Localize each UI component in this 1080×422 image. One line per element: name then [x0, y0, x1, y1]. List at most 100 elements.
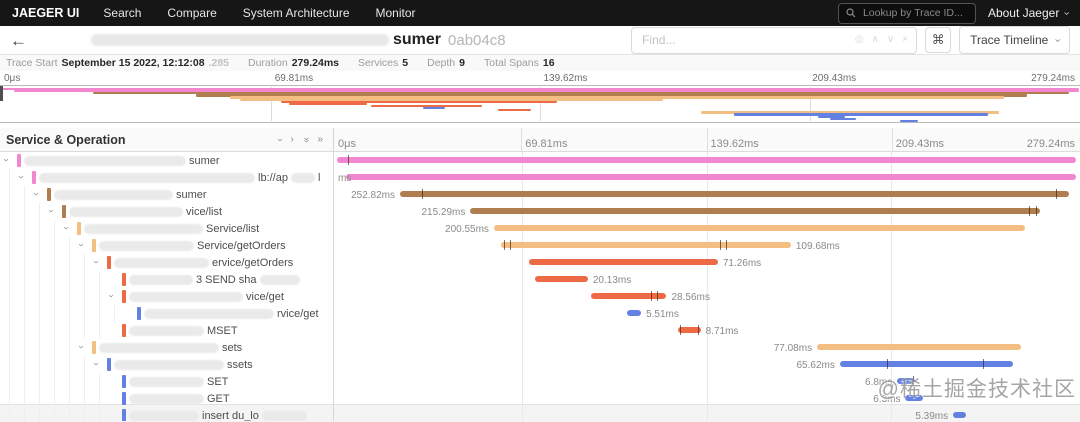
- timeline-row-ssets[interactable]: 65.62ms: [337, 356, 1076, 373]
- trace-lookup-input[interactable]: [860, 6, 968, 20]
- span-bar[interactable]: [399, 191, 1069, 197]
- find-next-icon[interactable]: ∨: [886, 34, 895, 45]
- timeline-row-service-list[interactable]: 200.55ms: [337, 220, 1076, 237]
- nav-item-compare[interactable]: Compare: [167, 6, 217, 20]
- span-bar[interactable]: [590, 293, 667, 299]
- indent-guide: [84, 305, 85, 322]
- timeline-row-insert-du-lo[interactable]: 5.39ms: [337, 407, 1076, 421]
- indent-guide: [9, 390, 10, 407]
- trace-view-dropdown[interactable]: Trace Timeline ›: [959, 26, 1070, 54]
- chevron-down-icon[interactable]: ›: [60, 226, 72, 230]
- tree-row-ssets[interactable]: › ssets: [0, 356, 333, 373]
- find-box[interactable]: ◎ ∧ ∨ ×: [631, 26, 918, 54]
- timeline-row-sets[interactable]: 77.08ms: [337, 339, 1076, 356]
- tree-row-rvice-get[interactable]: rvice/get: [0, 305, 333, 322]
- timeline-row-set[interactable]: 6.8ms: [337, 373, 1076, 390]
- span-bar[interactable]: [534, 276, 588, 282]
- back-button[interactable]: ←: [10, 30, 27, 50]
- tree-row-get[interactable]: GET: [0, 390, 333, 407]
- tree-row-vice-get[interactable]: › vice/get: [0, 288, 333, 305]
- timeline-row-get[interactable]: 6.3ms: [337, 390, 1076, 407]
- span-bar[interactable]: [839, 361, 1014, 367]
- find-input[interactable]: [640, 32, 847, 48]
- tree-row-set[interactable]: SET: [0, 373, 333, 390]
- tree-row-insert-du-lo[interactable]: insert du_lo: [0, 407, 333, 421]
- redacted-text: [129, 291, 243, 302]
- timeline-row-sumer[interactable]: 252.82ms: [337, 186, 1076, 203]
- collapse-all-icon[interactable]: »: [300, 136, 312, 143]
- tree-row-ervice-getorders[interactable]: › ervice/getOrders: [0, 254, 333, 271]
- nav-item-search[interactable]: Search: [103, 6, 142, 20]
- chevron-down-icon[interactable]: ›: [75, 345, 87, 349]
- span-bar[interactable]: [626, 310, 642, 316]
- timeline-row-3-send-sha[interactable]: 20.13ms: [337, 271, 1076, 288]
- chevron-down-icon[interactable]: ›: [90, 260, 102, 264]
- span-bar[interactable]: [500, 242, 791, 248]
- minimap-ruler: 0μs 69.81ms 139.62ms 209.43ms 279.24ms: [0, 71, 1080, 85]
- span-name: SET: [129, 373, 231, 390]
- tree-row-sets[interactable]: › sets: [0, 339, 333, 356]
- keyboard-shortcuts-button[interactable]: ⌘: [925, 27, 952, 53]
- minimap-drag-handle[interactable]: [0, 86, 3, 101]
- indent-guide: [9, 288, 10, 305]
- collapse-one-icon[interactable]: ›: [274, 137, 286, 142]
- timeline-row-lb-ap-l[interactable]: ms: [337, 169, 1076, 186]
- app-brand[interactable]: JAEGER UI: [12, 6, 80, 20]
- tree-row-service-list[interactable]: › Service/list: [0, 220, 333, 237]
- watermark: @稀土掘金技术社区: [877, 378, 1076, 401]
- chevron-down-icon[interactable]: ›: [75, 243, 87, 247]
- nav-item-monitor[interactable]: Monitor: [375, 6, 416, 20]
- timeline-row-vice-list[interactable]: 215.29ms: [337, 203, 1076, 220]
- timeline-row-rvice-get[interactable]: 5.51ms: [337, 305, 1076, 322]
- indent-guide: [24, 322, 25, 339]
- chevron-down-icon[interactable]: ›: [30, 192, 42, 196]
- expand-all-icon[interactable]: »: [317, 133, 323, 145]
- tree-row-mset[interactable]: MSET: [0, 322, 333, 339]
- span-duration-label: 5.51ms: [646, 308, 679, 320]
- timeline-row-mset[interactable]: 8.71ms: [337, 322, 1076, 339]
- span-bar[interactable]: [905, 395, 924, 401]
- span-name-text: sets: [222, 341, 243, 354]
- span-bar[interactable]: [953, 412, 966, 418]
- chevron-down-icon[interactable]: ›: [15, 175, 27, 179]
- timeline-row-sumer[interactable]: [337, 152, 1076, 169]
- chevron-down-icon[interactable]: ›: [45, 209, 57, 213]
- timeline-row-service-getorders[interactable]: 109.68ms: [337, 237, 1076, 254]
- about-jaeger-menu[interactable]: About Jaeger ›: [988, 6, 1073, 20]
- find-prev-icon[interactable]: ∧: [871, 34, 879, 45]
- expand-one-icon[interactable]: ›: [290, 133, 294, 145]
- span-bar[interactable]: [897, 378, 916, 384]
- span-bar[interactable]: [493, 225, 1025, 231]
- find-reset-icon[interactable]: ◎: [854, 34, 864, 45]
- panel-resize-divider[interactable]: [333, 128, 334, 421]
- redacted-trace-name: [91, 34, 389, 46]
- span-bar[interactable]: [529, 259, 718, 265]
- trace-header: ← sumer 0ab04c8 ◎ ∧ ∨ × ⌘ Trace Timeline…: [0, 26, 1080, 55]
- tree-row-service-getorders[interactable]: › Service/getOrders: [0, 237, 333, 254]
- span-name: sumer: [24, 152, 223, 169]
- span-bar[interactable]: [470, 208, 1041, 214]
- span-bar[interactable]: [337, 157, 1076, 163]
- tree-row-vice-list[interactable]: › vice/list: [0, 203, 333, 220]
- span-bar[interactable]: [817, 344, 1022, 350]
- span-bar[interactable]: [345, 174, 1076, 180]
- find-clear-icon[interactable]: ×: [902, 34, 909, 45]
- stat-label: Services: [358, 57, 399, 69]
- tree-row-3-send-sha[interactable]: 3 SEND sha: [0, 271, 333, 288]
- service-color-bar: [137, 307, 141, 320]
- trace-lookup-box[interactable]: [837, 2, 976, 24]
- timeline-minimap[interactable]: [0, 85, 1080, 123]
- redacted-text: [129, 393, 204, 404]
- nav-item-system-architecture[interactable]: System Architecture: [242, 6, 350, 20]
- timeline-row-ervice-getorders[interactable]: 71.26ms: [337, 254, 1076, 271]
- span-bar[interactable]: [677, 327, 701, 333]
- timeline-row-vice-get[interactable]: 28.56ms: [337, 288, 1076, 305]
- tree-row-lb-ap-l[interactable]: › lb://ap l: [0, 169, 333, 186]
- tree-row-sumer[interactable]: › sumer: [0, 186, 333, 203]
- chevron-down-icon[interactable]: ›: [90, 362, 102, 366]
- chevron-down-icon[interactable]: ›: [105, 294, 117, 298]
- chevron-down-icon[interactable]: ›: [0, 158, 12, 162]
- tree-row-sumer[interactable]: › sumer: [0, 152, 333, 169]
- indent-guide: [69, 322, 70, 339]
- span-log-tick: [510, 240, 512, 250]
